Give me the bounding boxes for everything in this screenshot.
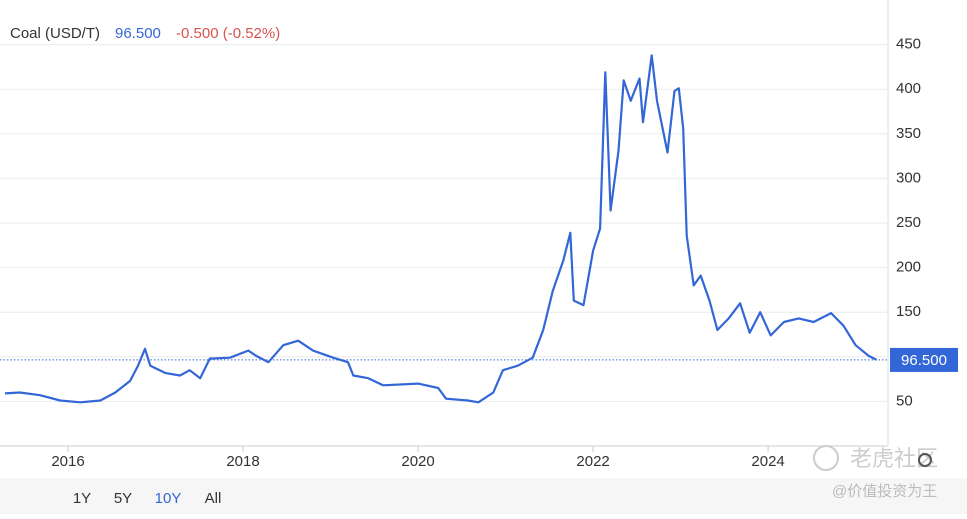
y-tick-label: 450 [896, 36, 921, 53]
x-tick-label: 2024 [751, 453, 784, 470]
watermark: 老虎社区 [850, 446, 938, 471]
range-bar [0, 478, 967, 514]
last-price: 96.500 [115, 25, 161, 42]
watermark-logo [813, 445, 839, 471]
settings-icon[interactable] [918, 453, 932, 467]
range-button[interactable]: All [205, 490, 222, 507]
chart-title: Coal (USD/T) [10, 25, 100, 42]
watermark: @价值投资为王 [832, 483, 937, 500]
price-change: -0.500 (-0.52%) [176, 25, 280, 42]
y-tick-label: 400 [896, 80, 921, 97]
x-tick-label: 2022 [576, 453, 609, 470]
x-tick-label: 2020 [401, 453, 434, 470]
y-tick-label: 50 [896, 392, 913, 409]
y-tick-label: 250 [896, 214, 921, 231]
range-button[interactable]: 10Y [155, 490, 182, 507]
y-tick-label: 300 [896, 169, 921, 186]
range-button[interactable]: 5Y [114, 490, 132, 507]
price-tag [890, 347, 958, 372]
price-tag-label: 96.500 [901, 352, 947, 369]
y-tick-label: 200 [896, 259, 921, 276]
price-line [4, 54, 878, 404]
y-tick-label: 150 [896, 303, 921, 320]
x-tick-label: 2018 [226, 453, 259, 470]
x-tick-label: 2016 [51, 453, 84, 470]
range-button[interactable]: 1Y [73, 490, 91, 507]
y-tick-label: 350 [896, 125, 921, 142]
